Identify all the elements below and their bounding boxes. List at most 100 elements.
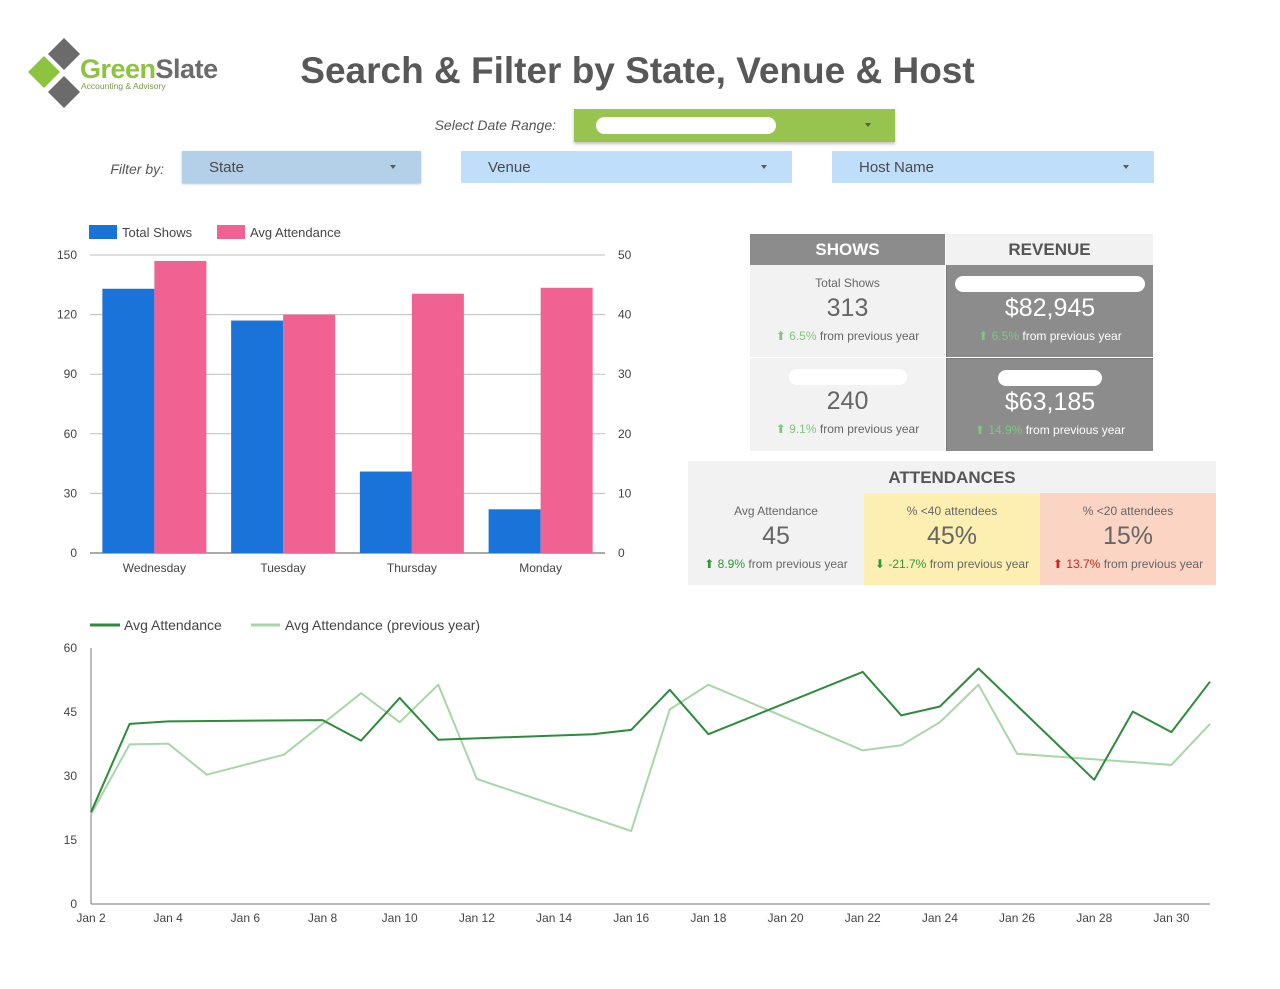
shows-by-weekday-bar-chart: 0 30 60 90 120 150 0 10 20 30 40 50 Wednesday Tuesday… xyxy=(57,225,632,575)
bar-total-shows xyxy=(359,471,412,553)
arrow-up-icon: ⬆ xyxy=(978,329,989,343)
scorecard-delta: ⬆ 8.9% from previous year xyxy=(704,557,848,571)
filter-by-label: Filter by: xyxy=(110,161,164,177)
x-axis-tick-label: Jan 16 xyxy=(613,911,649,925)
scorecard-delta: ⬆ 6.5% from previous year xyxy=(978,329,1122,343)
scorecard-label: % <40 attendees xyxy=(906,504,998,518)
y-axis-tick-label: 45 xyxy=(64,705,78,719)
right-axis-tick-label: 20 xyxy=(618,427,632,441)
x-axis-tick-label: Jan 22 xyxy=(845,911,881,925)
redacted-label xyxy=(788,369,907,385)
y-axis-tick-label: 0 xyxy=(70,897,77,911)
page-title: Search & Filter by State, Venue & Host xyxy=(300,50,975,91)
scorecard-label xyxy=(947,370,1153,386)
legend-label-avg-attendance: Avg Attendance xyxy=(124,617,222,633)
shows-secondary-scorecard: 240 ⬆ 9.1% from previous year xyxy=(750,358,945,451)
legend-label-total-shows: Total Shows xyxy=(122,225,193,240)
scorecard-label: Total Shows xyxy=(815,276,880,290)
x-axis-tick-label: Jan 26 xyxy=(999,911,1035,925)
x-axis-tick-label: Wednesday xyxy=(123,561,186,575)
shows-header: SHOWS xyxy=(750,234,945,265)
avg-attendance-line-chart: 0 15 30 45 60 Jan 2 Jan 4 Jan 6 Jan 8 Jan 10 Jan 1… xyxy=(64,617,1211,925)
venue-filter-label: Venue xyxy=(488,159,531,176)
avg-attendance-scorecard: Avg Attendance 45 ⬆ 8.9% from previous y… xyxy=(688,493,864,585)
logo-diamonds-icon xyxy=(28,38,80,108)
bar-avg-attendance xyxy=(411,293,464,553)
under-20-attendees-scorecard: % <20 attendees 15% ⬆ 13.7% from previou… xyxy=(1040,493,1216,585)
scorecard-label: % <20 attendees xyxy=(1082,504,1174,518)
total-shows-scorecard: Total Shows 313 ⬆ 6.5% from previous yea… xyxy=(750,265,945,357)
chevron-down-icon xyxy=(865,123,871,127)
logo-subtitle: Accounting & Advisory xyxy=(81,81,166,91)
attendances-header: ATTENDANCES xyxy=(688,461,1216,493)
redacted-date-text xyxy=(596,117,776,134)
bar-avg-attendance xyxy=(540,287,593,553)
x-axis-tick-label: Tuesday xyxy=(260,561,306,575)
x-axis-tick-label: Jan 14 xyxy=(536,911,572,925)
left-axis-tick-label: 60 xyxy=(64,427,78,441)
date-range-selector[interactable] xyxy=(574,109,895,142)
scorecard-label xyxy=(947,276,1153,292)
scorecard-value: $63,185 xyxy=(1004,388,1096,416)
right-axis-tick-label: 30 xyxy=(618,367,632,381)
x-axis-tick-label: Jan 12 xyxy=(459,911,495,925)
legend-swatch-total-shows xyxy=(89,225,117,239)
line-series-avg-attendance xyxy=(90,667,1211,813)
arrow-up-icon: ⬆ xyxy=(1052,557,1063,571)
line-series-avg-attendance-previous-year xyxy=(90,683,1211,832)
scorecard-value: 15% xyxy=(1102,522,1154,550)
arrow-up-icon: ⬆ xyxy=(775,422,786,436)
revenue-header: REVENUE xyxy=(946,234,1153,265)
chevron-down-icon xyxy=(761,165,767,169)
y-axis-tick-label: 15 xyxy=(64,833,78,847)
scorecard-value: 45 xyxy=(762,522,790,550)
bar-total-shows xyxy=(488,509,541,553)
redacted-label xyxy=(998,370,1102,386)
x-axis-tick-label: Jan 30 xyxy=(1153,911,1189,925)
left-axis-tick-label: 90 xyxy=(64,367,78,381)
logo-wordmark: GreenSlate xyxy=(80,54,218,84)
scorecard-label: Avg Attendance xyxy=(734,504,818,518)
right-axis-tick-label: 10 xyxy=(618,486,632,500)
scorecard-delta: ⬆ 14.9% from previous year xyxy=(974,423,1126,437)
scorecard-delta: ⬇ -21.7% from previous year xyxy=(874,557,1030,571)
scorecard-value: 240 xyxy=(826,387,869,415)
x-axis-tick-label: Jan 28 xyxy=(1076,911,1112,925)
x-axis-tick-label: Jan 4 xyxy=(153,911,183,925)
x-axis-tick-label: Jan 10 xyxy=(382,911,418,925)
x-axis-tick-label: Monday xyxy=(519,561,562,575)
x-axis-tick-label: Jan 24 xyxy=(922,911,958,925)
legend-swatch-avg-attendance xyxy=(217,225,245,239)
right-axis-tick-label: 0 xyxy=(618,546,625,560)
x-axis-tick-label: Jan 6 xyxy=(231,911,261,925)
scorecard-delta: ⬆ 13.7% from previous year xyxy=(1052,557,1204,571)
arrow-up-icon: ⬆ xyxy=(704,557,715,571)
x-axis-tick-label: Thursday xyxy=(387,561,437,575)
state-filter-dropdown[interactable]: State xyxy=(182,151,421,183)
y-axis-tick-label: 30 xyxy=(64,769,78,783)
company-logo: GreenSlate Accounting & Advisory xyxy=(26,36,226,112)
x-axis-tick-label: Jan 20 xyxy=(768,911,804,925)
arrow-up-icon: ⬆ xyxy=(775,329,786,343)
under-40-attendees-scorecard: % <40 attendees 45% ⬇ -21.7% from previo… xyxy=(864,493,1040,585)
legend-label-avg-attendance-previous-year: Avg Attendance (previous year) xyxy=(285,617,480,633)
bar-total-shows xyxy=(102,288,155,553)
left-axis-tick-label: 0 xyxy=(70,546,77,560)
arrow-up-icon: ⬆ xyxy=(974,423,985,437)
bar-total-shows xyxy=(231,320,284,553)
host-filter-dropdown[interactable]: Host Name xyxy=(832,151,1154,183)
scorecard-value: 45% xyxy=(926,522,978,550)
venue-filter-dropdown[interactable]: Venue xyxy=(461,151,792,183)
right-axis-tick-label: 50 xyxy=(618,248,632,262)
scorecard-value: $82,945 xyxy=(1004,294,1096,322)
scorecard-delta: ⬆ 9.1% from previous year xyxy=(775,422,920,436)
left-axis-tick-label: 150 xyxy=(57,248,77,262)
y-axis-tick-label: 60 xyxy=(64,641,78,655)
date-range-label: Select Date Range: xyxy=(434,117,556,133)
chevron-down-icon xyxy=(390,165,396,169)
left-axis-tick-label: 120 xyxy=(57,308,77,322)
chevron-down-icon xyxy=(1123,165,1129,169)
x-axis-tick-label: Jan 18 xyxy=(690,911,726,925)
arrow-down-icon: ⬇ xyxy=(874,557,885,571)
right-axis-tick-label: 40 xyxy=(618,308,632,322)
